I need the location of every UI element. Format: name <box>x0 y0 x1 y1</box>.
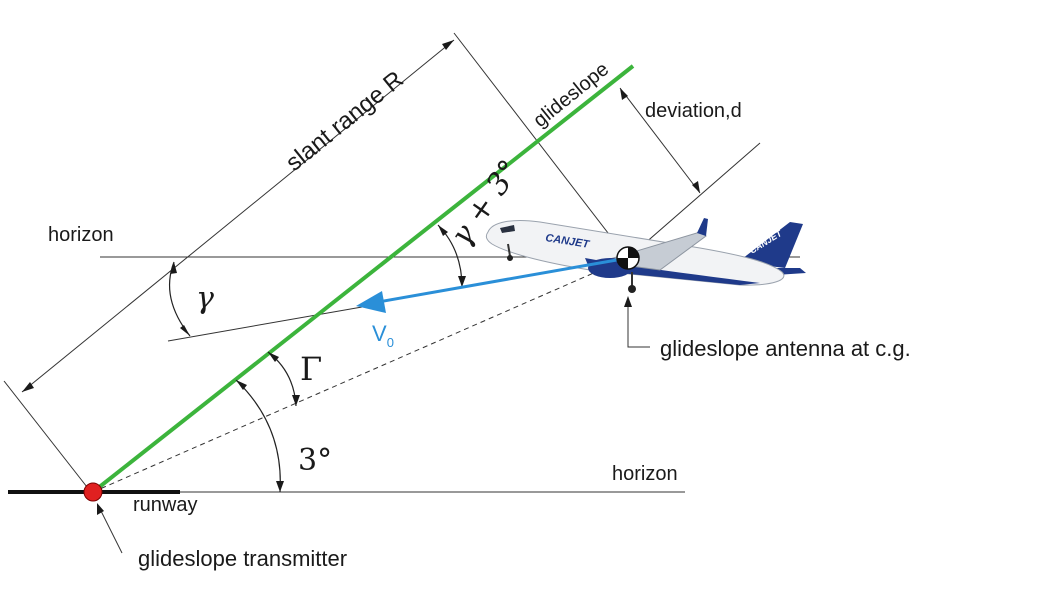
slant-range-arrowhead-end <box>442 40 454 50</box>
transmitter-leader-line <box>99 508 123 554</box>
angle-arc-capital-gamma-arrow-top <box>268 352 279 362</box>
gamma-label: γ <box>196 281 214 316</box>
horizon-label-lower: horizon <box>612 463 678 485</box>
glideslope-line <box>91 64 635 494</box>
slant-range-extension-start <box>3 380 88 488</box>
antenna-leader-arrowhead <box>624 296 632 307</box>
velocity-label: V0 <box>372 321 394 350</box>
angle-arc-gamma-plus-3-arrow-top <box>438 225 448 236</box>
velocity-vector-line <box>377 256 629 304</box>
slant-range-extension-end <box>453 32 626 256</box>
angle-arc-capital-gamma-arrow-bottom <box>292 395 300 406</box>
antenna-leader-line <box>627 302 650 348</box>
deviation-dimension-line <box>619 87 701 194</box>
aircraft-belly-stripe <box>585 258 760 285</box>
slant-range-dimension-line <box>21 39 455 393</box>
velocity-vector-arrowhead <box>356 291 386 313</box>
horizon-label-upper: horizon <box>48 224 114 246</box>
aircraft-nose-gear <box>507 243 511 257</box>
angle-arc-capital-gamma <box>267 351 297 407</box>
transmitter-dot <box>83 482 103 502</box>
slant-range-label: slant range R <box>281 66 409 177</box>
deviation-arrowhead-bottom <box>692 181 700 193</box>
cg-parallel-line <box>627 142 761 259</box>
three-deg-label: 3° <box>298 443 332 478</box>
aircraft-main-wheel <box>628 285 636 293</box>
antenna-label: glideslope antenna at c.g. <box>660 336 911 361</box>
aircraft-cockpit-window <box>500 225 515 233</box>
capital-gamma-label: Γ <box>300 350 322 388</box>
transmitter-label: glideslope transmitter <box>138 546 347 571</box>
angle-arc-gamma-plus-3-arrow-bottom <box>458 276 466 287</box>
aircraft: CANJET CANJET <box>485 218 806 293</box>
cg-symbol <box>616 246 640 270</box>
gamma-reference-line <box>167 306 363 342</box>
transmitter-leader-arrowhead <box>97 503 104 515</box>
deviation-arrowhead-top <box>620 88 628 100</box>
angle-arc-three-deg-arrow-top <box>236 380 247 390</box>
angle-arc-gamma-arrow-bottom <box>180 325 190 336</box>
aircraft-tail-fin <box>738 222 803 268</box>
slant-range-arrowhead-start <box>22 382 34 392</box>
angle-arc-gamma-arrow-top <box>170 262 177 274</box>
glideslope-label: glideslope <box>529 58 613 132</box>
angle-arc-three-deg <box>235 379 281 493</box>
runway-label: runway <box>133 494 197 516</box>
aircraft-winglet <box>697 218 708 236</box>
angle-arc-three-deg-arrow-bottom <box>276 481 284 492</box>
deviation-label: deviation,d <box>645 100 742 122</box>
aircraft-nose-wheel <box>507 255 513 261</box>
line-of-sight-dashed <box>92 257 629 493</box>
